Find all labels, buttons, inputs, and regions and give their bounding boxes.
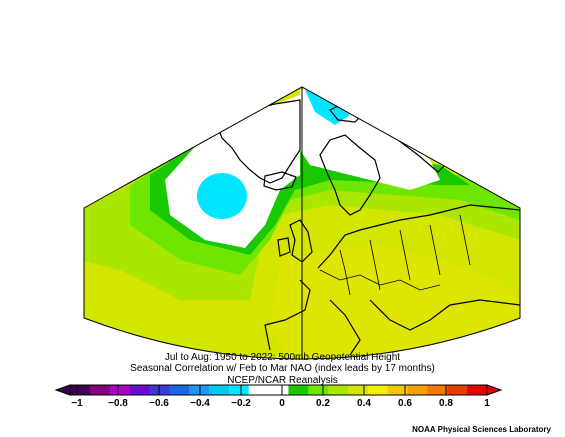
colorbar-max-arrow: [486, 384, 503, 396]
field-region-cyan-north: [305, 90, 350, 125]
colorbar-tick-label: 0.6: [398, 398, 412, 409]
map-frame: [83, 86, 521, 360]
colorbar-tick-label: 0: [279, 398, 285, 409]
colorbar-swatch: [407, 385, 428, 395]
colorbar-tick-label: −0.2: [231, 398, 251, 409]
coast-greenland: [217, 99, 301, 184]
colorbar-swatch: [387, 385, 408, 395]
field-region-near-zero: [165, 95, 300, 248]
map-title-line-3: NCEP/NCAR Reanalysis: [227, 375, 338, 386]
colorbar-swatch: [248, 385, 269, 395]
colorbar-swatch: [427, 385, 448, 395]
colorbar-swatch: [169, 385, 190, 395]
borders: [319, 214, 471, 296]
colorbar-swatch: [189, 385, 210, 395]
colorbar-tick-label: 0.8: [439, 398, 453, 409]
coast-ireland: [277, 237, 291, 257]
colorbar-min-arrow: [54, 384, 71, 396]
colorbar-swatch: [467, 385, 488, 395]
colorbar-swatch: [268, 385, 289, 395]
colorbar-swatch: [129, 385, 150, 395]
coast-scandinavia: [319, 134, 381, 216]
colorbar-tick-label: 0.2: [316, 398, 330, 409]
colorbar-swatch: [348, 385, 369, 395]
colorbar-swatch: [149, 385, 170, 395]
coast-iceland: [263, 171, 297, 191]
colorbar-swatch: [109, 385, 130, 395]
colorbar-tick-label: −0.6: [149, 398, 169, 409]
map-title-line-2: Seasonal Correlation w/ Feb to Mar NAO (…: [130, 363, 435, 374]
colorbar-tick-label: 1: [484, 398, 490, 409]
colorbar-tick-label: 0.4: [357, 398, 371, 409]
colorbar-swatch: [308, 385, 329, 395]
colorbar-tick-label: −0.8: [108, 398, 128, 409]
field-region-cyan-west: [197, 173, 247, 219]
coast-europe: [264, 204, 520, 356]
colorbar-swatch: [89, 385, 111, 395]
colorbar-swatch: [288, 385, 309, 395]
colorbar-swatch: [447, 385, 468, 395]
colorbar-swatch: [70, 385, 91, 395]
credit-text: NOAA Physical Sciences Laboratory: [412, 425, 551, 434]
colorbar-swatch: [209, 385, 230, 395]
colorbar-tick-label: −0.4: [190, 398, 210, 409]
colorbar-tick-label: −1: [71, 398, 83, 409]
colorbar-swatch: [228, 385, 250, 395]
colorbar-swatch: [367, 385, 389, 395]
coast-britain: [289, 219, 313, 263]
colorbar: −1 −0.8 −0.6 −0.4 −0.2 0 0.2 0.4 0.6 0.8 1: [54, 384, 503, 409]
colorbar-swatch: [328, 385, 349, 395]
map-title-line-1: Jul to Aug: 1950 to 2022: 500mb Geopoten…: [164, 352, 401, 363]
